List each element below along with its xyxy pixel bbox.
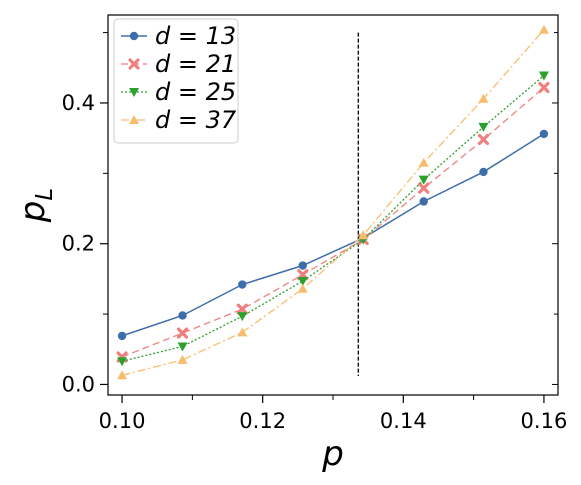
data-point bbox=[479, 167, 488, 177]
data-point bbox=[297, 277, 308, 286]
data-point bbox=[238, 280, 247, 289]
series-1 bbox=[117, 129, 549, 341]
legend: d = 13d = 21d = 25d = 37 bbox=[113, 18, 239, 144]
y-axis-label: pL bbox=[13, 188, 58, 223]
x-tick-label: 0.14 bbox=[380, 409, 427, 433]
data-point bbox=[538, 81, 550, 94]
data-point bbox=[176, 327, 189, 339]
data-point bbox=[298, 261, 307, 270]
y-tick-label: 0.4 bbox=[62, 91, 95, 115]
data-point bbox=[418, 175, 429, 185]
data-point bbox=[177, 342, 188, 352]
data-point bbox=[178, 311, 187, 320]
data-point bbox=[538, 71, 549, 81]
legend-entry: d = 25 bbox=[121, 78, 236, 106]
x-tick-label: 0.12 bbox=[239, 409, 286, 433]
data-point bbox=[477, 133, 490, 146]
x-tick-label: 0.16 bbox=[521, 409, 568, 433]
series-layer bbox=[116, 24, 550, 380]
data-point bbox=[478, 93, 489, 103]
series-4 bbox=[117, 24, 549, 380]
y-tick-label: 0.0 bbox=[62, 372, 95, 396]
data-point bbox=[236, 303, 248, 315]
legend-box bbox=[113, 18, 239, 144]
legend-entry: d = 13 bbox=[121, 22, 236, 50]
legend-marker bbox=[129, 31, 139, 41]
data-point bbox=[237, 327, 248, 337]
svg-text:pL: pL bbox=[13, 188, 58, 223]
legend-marker bbox=[129, 88, 139, 97]
data-point bbox=[419, 197, 428, 206]
data-point bbox=[418, 157, 429, 167]
data-point bbox=[177, 354, 188, 364]
data-point bbox=[117, 331, 127, 341]
data-point bbox=[538, 24, 549, 34]
data-point bbox=[117, 357, 128, 367]
legend-entry: d = 37 bbox=[121, 106, 237, 134]
legend-marker bbox=[129, 115, 139, 124]
legend-label: d = 21 bbox=[155, 50, 236, 78]
legend-marker bbox=[128, 58, 140, 70]
series-line bbox=[121, 86, 545, 358]
data-point bbox=[358, 230, 369, 240]
data-point bbox=[237, 312, 248, 322]
legend-label: d = 37 bbox=[155, 106, 237, 134]
y-tick-label: 0.2 bbox=[62, 232, 95, 256]
data-point bbox=[478, 122, 489, 132]
series-line bbox=[121, 133, 545, 337]
legend-label: d = 25 bbox=[155, 78, 236, 106]
data-point bbox=[297, 283, 308, 293]
legend-entry: d = 21 bbox=[121, 50, 236, 78]
data-point bbox=[117, 370, 128, 380]
data-point bbox=[539, 129, 549, 139]
series-line bbox=[121, 29, 545, 376]
y-axis-label-main: p bbox=[13, 201, 53, 224]
x-tick-label: 0.10 bbox=[99, 409, 146, 433]
data-point bbox=[418, 182, 430, 194]
x-axis-label: p bbox=[321, 434, 344, 474]
y-axis-label-sub: L bbox=[32, 188, 58, 201]
legend-label: d = 13 bbox=[155, 22, 236, 50]
series-line bbox=[121, 75, 545, 362]
axis-ticks: 0.10 0.12 0.14 0.16 0.0 0.2 0.4 bbox=[62, 32, 568, 433]
